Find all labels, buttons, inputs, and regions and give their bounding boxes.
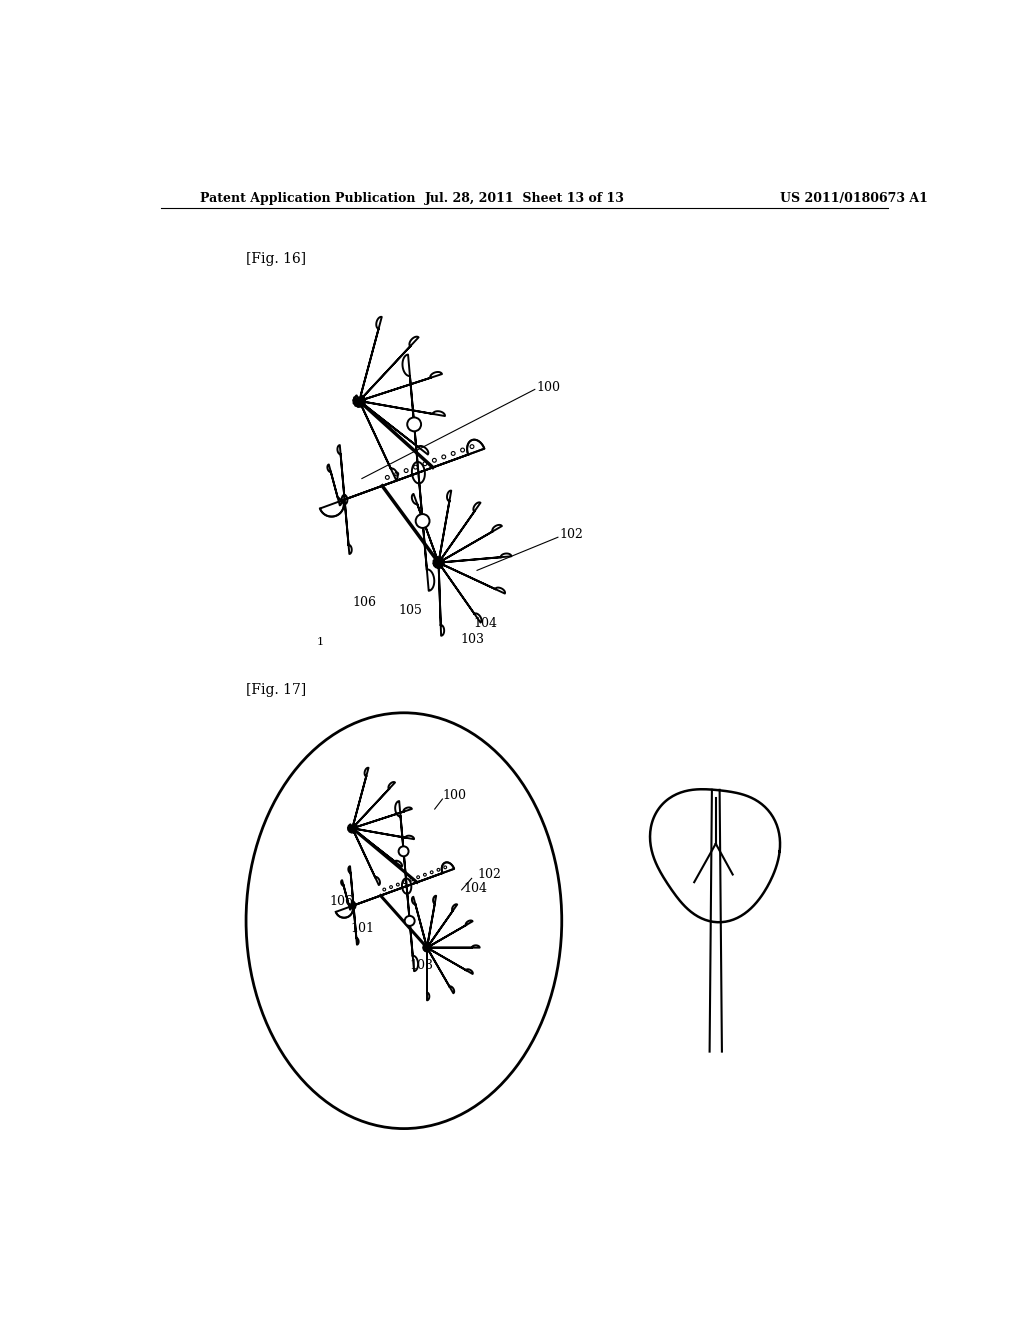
- Polygon shape: [650, 789, 780, 923]
- Polygon shape: [395, 801, 412, 894]
- Circle shape: [349, 825, 355, 832]
- Circle shape: [404, 916, 415, 925]
- Polygon shape: [354, 397, 428, 454]
- Circle shape: [355, 397, 364, 405]
- Polygon shape: [355, 337, 419, 407]
- Circle shape: [416, 513, 429, 528]
- Text: 102: 102: [477, 869, 501, 880]
- Polygon shape: [434, 525, 502, 566]
- Polygon shape: [424, 944, 455, 993]
- Polygon shape: [319, 440, 484, 516]
- Polygon shape: [348, 828, 414, 840]
- Polygon shape: [435, 503, 480, 568]
- Polygon shape: [348, 808, 412, 832]
- Circle shape: [424, 945, 430, 950]
- Polygon shape: [437, 491, 452, 568]
- Polygon shape: [351, 902, 358, 945]
- Text: 105: 105: [398, 603, 422, 616]
- Text: [Fig. 17]: [Fig. 17]: [246, 682, 306, 697]
- Polygon shape: [338, 445, 347, 504]
- Polygon shape: [424, 945, 473, 974]
- Circle shape: [408, 417, 421, 432]
- Polygon shape: [342, 495, 351, 554]
- Polygon shape: [412, 494, 442, 568]
- Text: 1: 1: [316, 638, 324, 647]
- Polygon shape: [348, 866, 355, 908]
- Polygon shape: [351, 768, 369, 833]
- Polygon shape: [402, 878, 418, 972]
- Circle shape: [435, 558, 442, 566]
- Polygon shape: [426, 896, 436, 952]
- Text: 103: 103: [460, 634, 484, 647]
- Polygon shape: [425, 904, 458, 952]
- Text: 106: 106: [330, 895, 353, 908]
- Polygon shape: [425, 944, 429, 1001]
- Text: [Fig. 16]: [Fig. 16]: [246, 252, 306, 265]
- Polygon shape: [435, 557, 444, 636]
- Polygon shape: [433, 561, 505, 594]
- Polygon shape: [412, 462, 434, 591]
- Polygon shape: [336, 862, 454, 917]
- Polygon shape: [423, 945, 479, 950]
- Polygon shape: [353, 400, 445, 416]
- Circle shape: [398, 846, 409, 857]
- Polygon shape: [341, 880, 351, 909]
- Polygon shape: [357, 317, 382, 407]
- Text: 101: 101: [350, 921, 374, 935]
- Polygon shape: [328, 465, 341, 506]
- Text: 104: 104: [473, 616, 498, 630]
- Text: Jul. 28, 2011  Sheet 13 of 13: Jul. 28, 2011 Sheet 13 of 13: [425, 191, 625, 205]
- Polygon shape: [348, 825, 402, 867]
- Text: 102: 102: [559, 528, 584, 541]
- Text: 104: 104: [463, 882, 487, 895]
- Polygon shape: [412, 896, 429, 952]
- Text: Patent Application Publication: Patent Application Publication: [200, 191, 416, 205]
- Text: 106: 106: [352, 597, 377, 610]
- Polygon shape: [424, 920, 473, 950]
- Text: US 2011/0180673 A1: US 2011/0180673 A1: [780, 191, 929, 205]
- Polygon shape: [349, 824, 380, 886]
- Polygon shape: [433, 553, 511, 566]
- Polygon shape: [402, 355, 425, 483]
- Polygon shape: [434, 558, 481, 623]
- Text: 103: 103: [410, 958, 433, 972]
- Polygon shape: [355, 396, 397, 479]
- Polygon shape: [349, 781, 395, 832]
- Text: 100: 100: [537, 380, 560, 393]
- Polygon shape: [353, 372, 442, 405]
- Text: 100: 100: [442, 789, 466, 803]
